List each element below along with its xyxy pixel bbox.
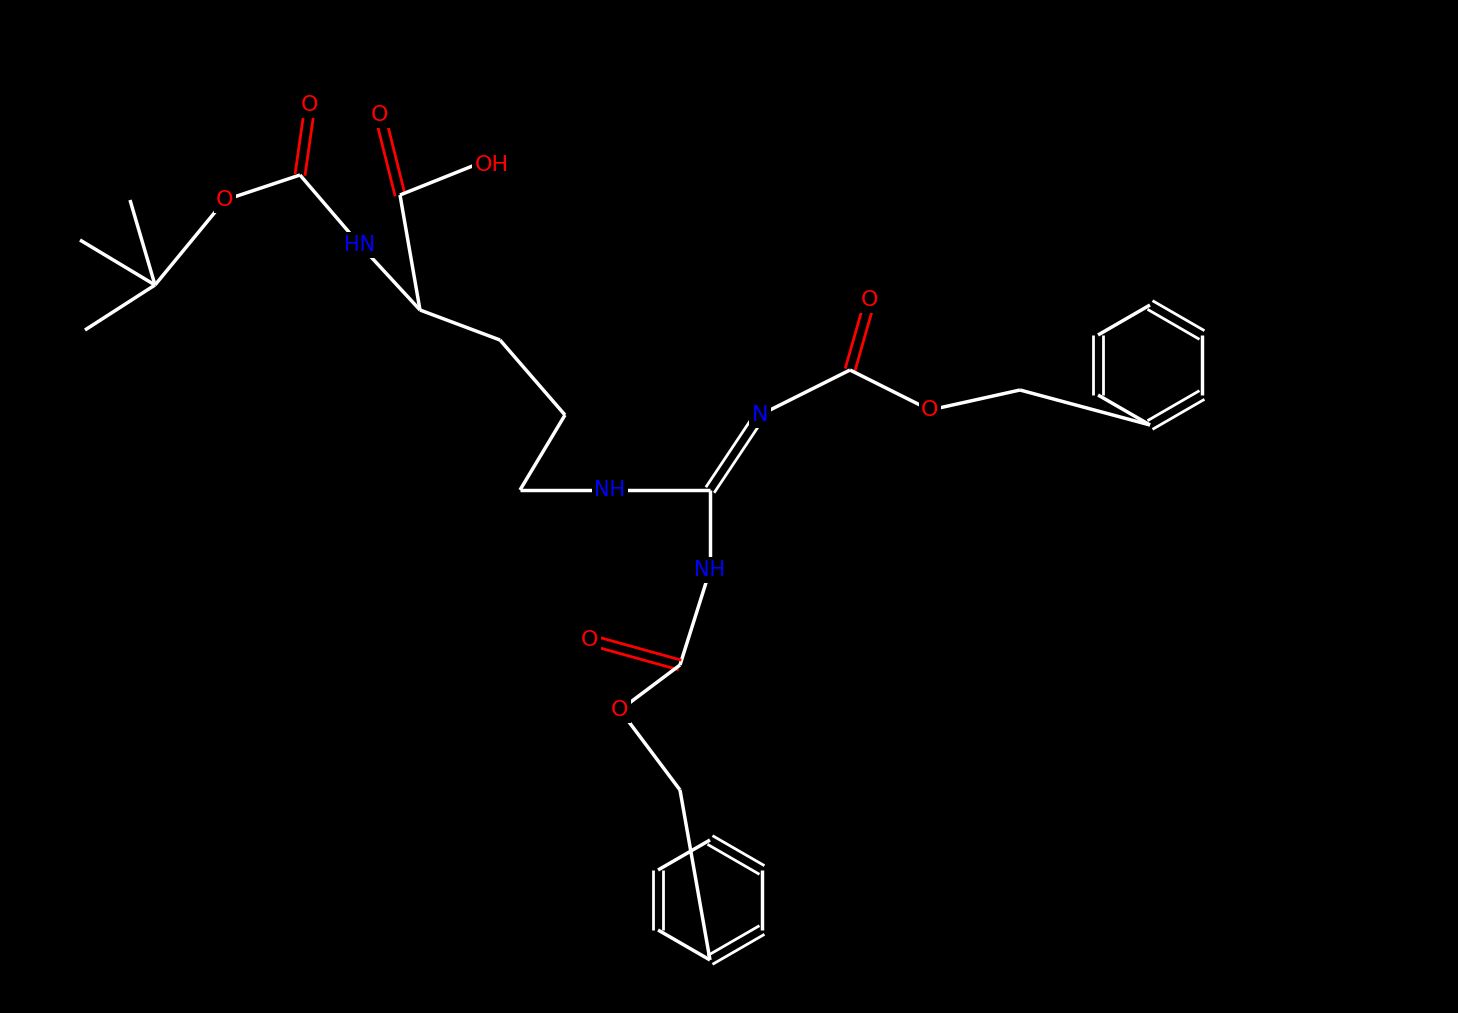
Text: O: O: [611, 700, 628, 720]
Text: HN: HN: [344, 235, 376, 255]
Text: O: O: [216, 190, 233, 210]
Text: O: O: [582, 630, 599, 650]
Text: O: O: [302, 95, 319, 115]
Text: O: O: [372, 105, 389, 125]
Text: N: N: [752, 405, 768, 425]
Text: O: O: [862, 290, 879, 310]
Text: OH: OH: [475, 155, 509, 175]
Text: NH: NH: [595, 480, 625, 500]
Text: O: O: [921, 400, 939, 420]
Text: NH: NH: [694, 560, 726, 580]
